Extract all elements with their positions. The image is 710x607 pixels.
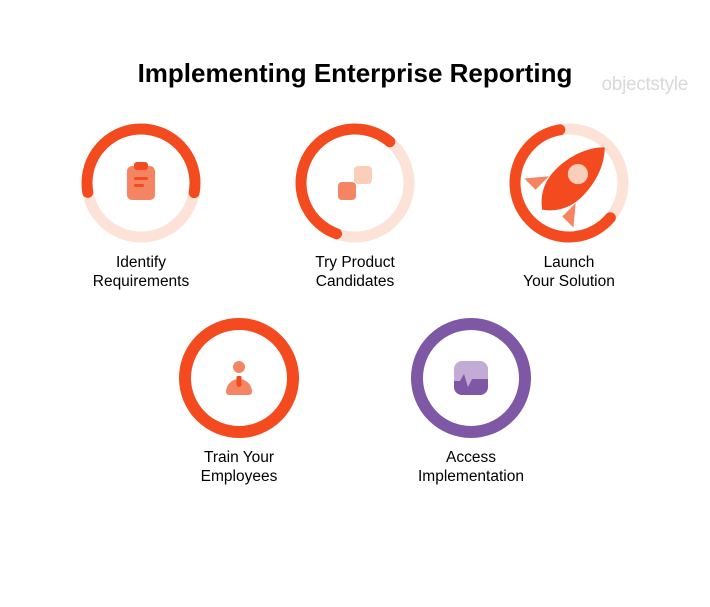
- app-icon: [454, 361, 488, 395]
- ring-try-product-candidates: [295, 123, 415, 243]
- step-try-product-candidates: Try Product Candidates: [280, 123, 430, 292]
- step-label-identify-requirements: Identify Requirements: [93, 253, 190, 292]
- rocket-icon: [549, 163, 589, 203]
- step-label-launch-your-solution: Launch Your Solution: [523, 253, 615, 292]
- ring-identify-requirements: [81, 123, 201, 243]
- person-icon: [224, 359, 254, 397]
- squares-icon: [338, 166, 372, 200]
- step-label-try-product-candidates: Try Product Candidates: [315, 253, 395, 292]
- ring-access-implementation: [411, 318, 531, 438]
- step-label-train-your-employees: Train Your Employees: [201, 448, 278, 487]
- steps-row-1: Identify Requirements Try Product Candid…: [0, 123, 710, 292]
- ring-launch-your-solution: [509, 123, 629, 243]
- ring-train-your-employees: [179, 318, 299, 438]
- step-label-access-implementation: Access Implementation: [418, 448, 524, 487]
- step-train-your-employees: Train Your Employees: [164, 318, 314, 487]
- step-identify-requirements: Identify Requirements: [66, 123, 216, 292]
- steps-row-2: Train Your Employees Access Implementati…: [0, 318, 710, 487]
- step-access-implementation: Access Implementation: [396, 318, 546, 487]
- watermark: objectstyle: [602, 74, 688, 96]
- step-launch-your-solution: Launch Your Solution: [494, 123, 644, 292]
- clipboard-icon: [127, 166, 155, 200]
